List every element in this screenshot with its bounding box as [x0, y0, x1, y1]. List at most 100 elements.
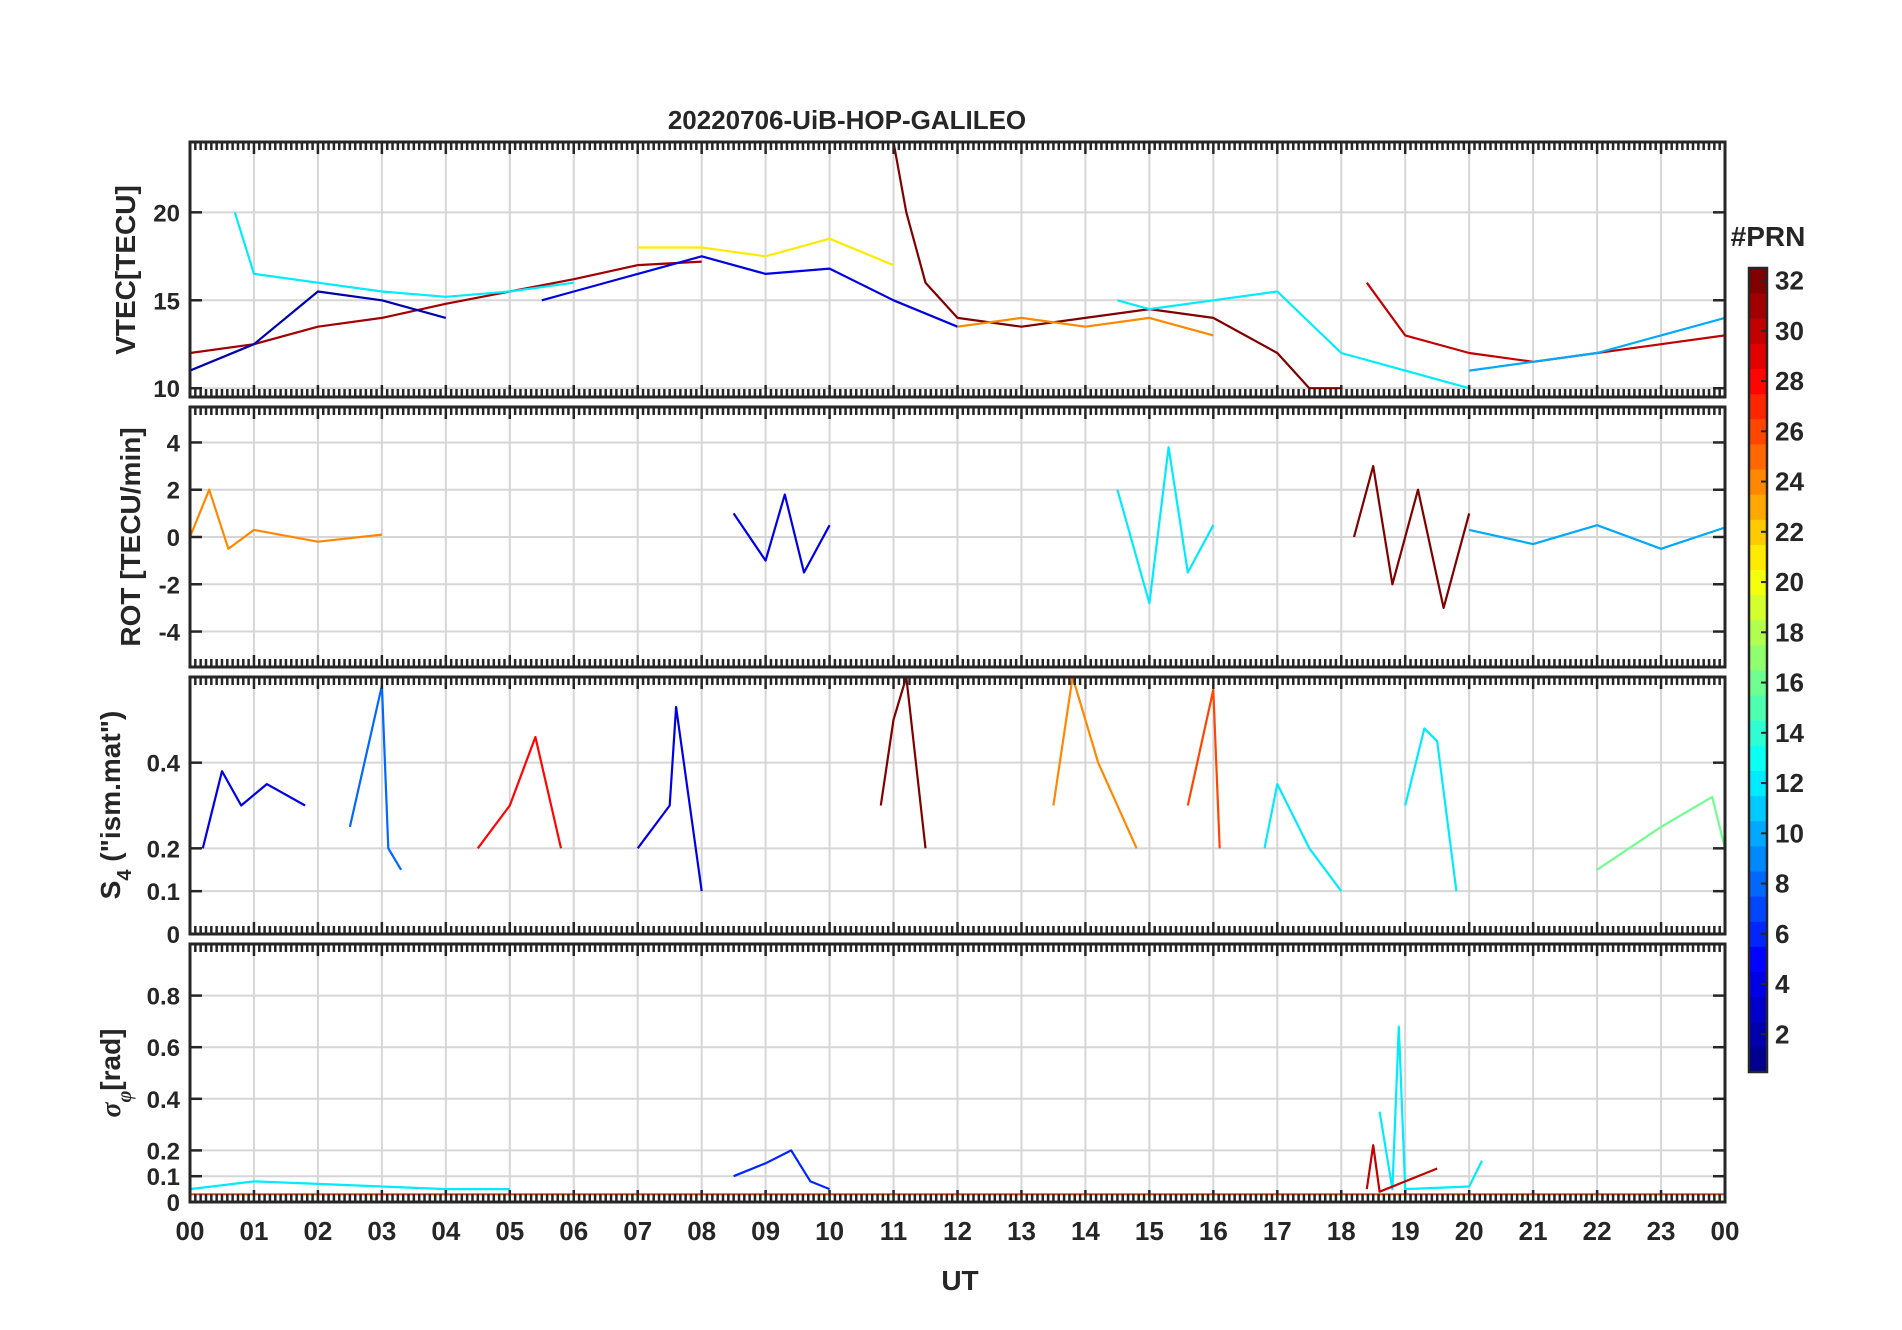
panel-s4: 0 0.1 0.2 0.4 S4 ("ism.mat") — [95, 675, 1727, 949]
panel-vtec: 10 15 20 VTEC[TECU] — [110, 140, 1727, 403]
axes-frame — [188, 140, 1727, 399]
x-tick-label: 23 — [1647, 1216, 1676, 1246]
x-tick-label: 10 — [815, 1216, 844, 1246]
x-tick-label: 06 — [559, 1216, 588, 1246]
colorbar-segment — [1749, 770, 1767, 797]
series-line-prn-10 — [1469, 316, 1725, 372]
colorbar-segment — [1749, 368, 1767, 395]
y-tick-label: 0.4 — [147, 1087, 181, 1114]
series-line-prn-12 — [1116, 446, 1215, 605]
x-tick-label: 19 — [1391, 1216, 1420, 1246]
colorbar-segment — [1749, 871, 1767, 897]
colorbar-segment — [1749, 594, 1767, 621]
colorbar-segment — [1749, 619, 1767, 646]
x-axis-tick-labels: 00 01 02 03 04 05 06 07 08 09 10 11 12 13 14 15 16 17 18 19… — [176, 1216, 1740, 1246]
series-line-prn-12 — [233, 211, 574, 298]
y-tick-label: 0 — [167, 525, 180, 552]
colorbar-tick-label: 10 — [1775, 818, 1804, 848]
y-axis-label-rest: ("ism.mat") — [95, 711, 126, 870]
y-axis-label: σφ[rad] — [95, 1028, 136, 1117]
colorbar-segment — [1749, 946, 1767, 972]
colorbar-segment — [1749, 393, 1767, 420]
y-axis-label: VTEC[TECU] — [110, 185, 141, 355]
series-line-prn-4 — [636, 705, 703, 892]
series-line-prn-12 — [1117, 290, 1470, 390]
y-tick-label: 0.2 — [147, 1138, 180, 1165]
series-line-prn-10 — [1468, 524, 1725, 550]
colorbar-tick-label: 26 — [1775, 416, 1804, 446]
series-line-prn-32 — [879, 677, 927, 849]
y-tick-label: 15 — [153, 288, 180, 315]
x-tick-label: 21 — [1519, 1216, 1548, 1246]
x-tick-label: 11 — [880, 1216, 908, 1246]
x-tick-label: 07 — [623, 1216, 652, 1246]
colorbar-tick-label: 12 — [1775, 768, 1804, 798]
x-tick-label: 03 — [367, 1216, 396, 1246]
colorbar-segment — [1749, 845, 1767, 872]
axes-frame — [188, 942, 1727, 1204]
y-axis-label: S4 ("ism.mat") — [95, 711, 136, 900]
series-line-prn-12 — [1263, 782, 1343, 892]
y-tick-label: 0.4 — [147, 751, 181, 778]
x-tick-label: 22 — [1583, 1216, 1612, 1246]
y-tick-label: 4 — [167, 430, 181, 457]
colorbar-tick-label: 28 — [1775, 366, 1804, 396]
colorbar-segment — [1749, 695, 1767, 721]
colorbar-tick-label: 20 — [1775, 567, 1804, 597]
colorbar-tick-label: 2 — [1775, 1019, 1789, 1049]
series-line-prn-28 — [476, 735, 563, 849]
x-tick-label: 08 — [687, 1216, 716, 1246]
x-tick-label: 02 — [303, 1216, 332, 1246]
y-tick-label: 0.1 — [147, 879, 180, 906]
x-tick-label: 00 — [176, 1216, 205, 1246]
series-line-prn-24 — [957, 316, 1214, 337]
y-tick-label: 20 — [153, 200, 180, 227]
colorbar-segment — [1749, 644, 1767, 671]
x-tick-label: 18 — [1327, 1216, 1356, 1246]
x-tick-label: 20 — [1455, 1216, 1484, 1246]
series-line-prn-4 — [201, 770, 306, 849]
colorbar-tick-label: 16 — [1775, 668, 1804, 698]
series-line-prn-8 — [348, 684, 403, 871]
figure-title: 20220706-UiB-HOP-GALILEO — [668, 105, 1026, 135]
series-line-prn-12 — [1378, 1025, 1483, 1191]
colorbar-tick-label: 30 — [1775, 316, 1804, 346]
y-tick-label: 0.2 — [147, 836, 180, 863]
colorbar-segment — [1749, 318, 1767, 344]
colorbar-segment — [1749, 820, 1767, 847]
y-tick-label: 0.6 — [147, 1035, 180, 1062]
y-tick-label: -4 — [159, 620, 181, 647]
series-line-prn-31 — [190, 260, 702, 355]
x-tick-label: 12 — [943, 1216, 972, 1246]
colorbar-segment — [1749, 720, 1767, 746]
series-line-prn-4 — [732, 493, 831, 574]
panel-rot: -4 -2 0 2 4 ROT [TECU/min] — [115, 405, 1727, 669]
colorbar-segment — [1749, 745, 1767, 771]
series-group — [190, 446, 1725, 610]
axes-frame — [188, 675, 1727, 936]
colorbar-segment — [1749, 996, 1767, 1023]
y-axis-label: ROT [TECU/min] — [115, 427, 146, 646]
y-axis-label-sub: φ — [114, 1091, 136, 1103]
series-line-prn-32 — [892, 142, 1342, 390]
colorbar-frame — [1747, 266, 1769, 1074]
x-tick-label: 04 — [431, 1216, 460, 1246]
colorbar-segment — [1749, 921, 1767, 947]
series-line-prn-12 — [1404, 727, 1458, 892]
series-line-prn-4 — [541, 255, 958, 328]
x-tick-label: 13 — [1007, 1216, 1036, 1246]
colorbar-segment — [1749, 469, 1767, 495]
series-group — [201, 677, 1725, 892]
series-line-prn-16 — [1596, 795, 1725, 871]
x-tick-label: 09 — [751, 1216, 780, 1246]
series-line-prn-21 — [637, 237, 894, 267]
colorbar-tick-label: 32 — [1775, 266, 1804, 296]
colorbar-segment — [1749, 418, 1767, 445]
colorbar-tick-label: 18 — [1775, 617, 1804, 647]
colorbar-segment — [1749, 268, 1767, 294]
series-line-prn-24 — [1052, 677, 1138, 849]
x-tick-label: 00 — [1711, 1216, 1740, 1246]
